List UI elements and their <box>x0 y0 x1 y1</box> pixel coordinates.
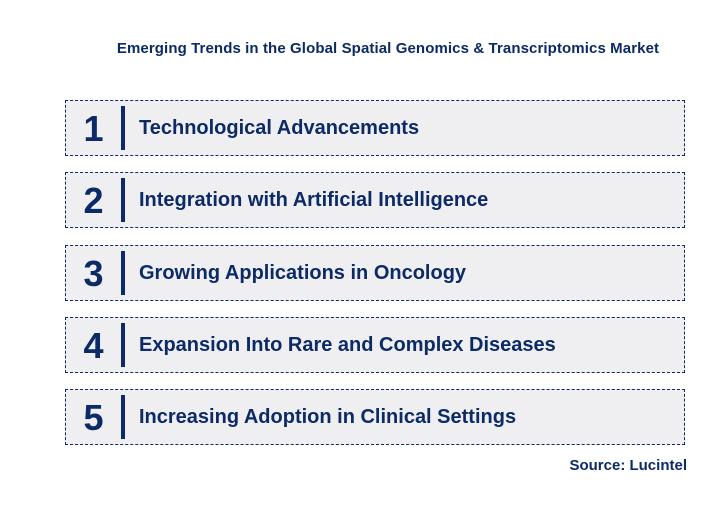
trend-label-1: Technological Advancements <box>139 116 420 139</box>
trend-label-4: Expansion Into Rare and Complex Diseases <box>139 333 556 356</box>
trend-label-3: Growing Applications in Oncology <box>139 261 467 284</box>
trend-row-1: 1 Technological Advancements <box>65 100 685 156</box>
vertical-divider <box>121 106 125 150</box>
page-title: Emerging Trends in the Global Spatial Ge… <box>116 40 660 57</box>
trend-row-5: 5 Increasing Adoption in Clinical Settin… <box>65 389 685 445</box>
vertical-divider <box>121 178 125 222</box>
vertical-divider <box>121 395 125 439</box>
vertical-divider <box>121 323 125 367</box>
trend-number-2: 2 <box>83 179 104 221</box>
trend-label-2: Integration with Artificial Intelligence <box>139 188 489 211</box>
vertical-divider <box>121 251 125 295</box>
source-attribution: Source: Lucintel <box>569 457 687 474</box>
trend-number-5: 5 <box>83 396 104 438</box>
trend-number-1: 1 <box>83 107 104 149</box>
trend-label-5: Increasing Adoption in Clinical Settings <box>139 405 517 428</box>
trend-row-2: 2 Integration with Artificial Intelligen… <box>65 172 685 228</box>
trend-number-3: 3 <box>83 252 104 294</box>
trend-row-3: 3 Growing Applications in Oncology <box>65 245 685 301</box>
trend-number-4: 4 <box>83 324 104 366</box>
trend-row-4: 4 Expansion Into Rare and Complex Diseas… <box>65 317 685 373</box>
